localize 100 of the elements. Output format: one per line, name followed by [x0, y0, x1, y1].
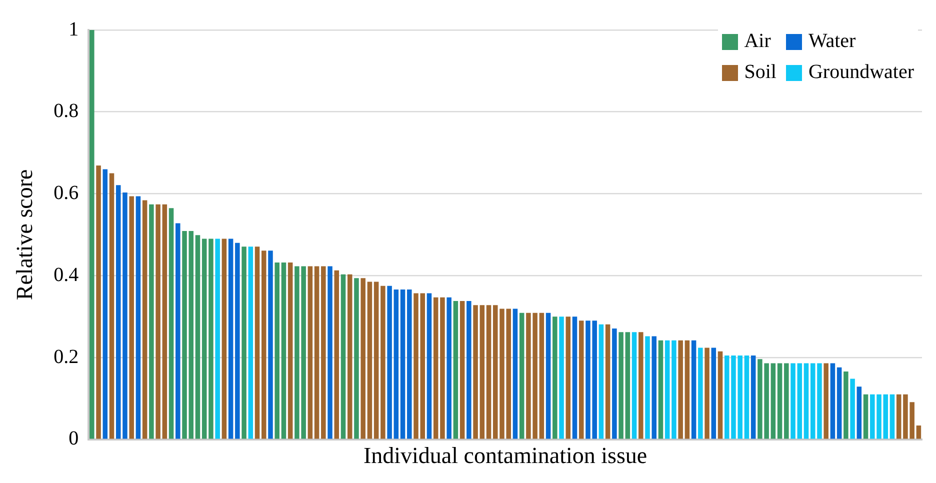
bar [552, 316, 558, 439]
bar [248, 246, 254, 439]
bar [618, 332, 624, 439]
bar [156, 204, 160, 439]
bar [426, 293, 432, 439]
bar [519, 312, 524, 439]
bar [890, 394, 895, 439]
bar [407, 290, 412, 439]
bar [116, 185, 121, 439]
bar [195, 235, 200, 439]
bar [374, 282, 379, 439]
bar [704, 348, 710, 439]
bar [347, 274, 352, 439]
bar [242, 246, 246, 439]
bar [572, 316, 578, 439]
bar [473, 305, 478, 439]
bar [856, 386, 862, 439]
bar [208, 238, 214, 439]
bar [678, 340, 683, 439]
bar [235, 242, 240, 439]
bar [691, 340, 696, 439]
bar [387, 286, 392, 439]
bar [222, 238, 227, 439]
bar [129, 196, 134, 439]
bar [546, 312, 551, 439]
bar [539, 312, 544, 439]
bar [784, 363, 789, 439]
y-tick-label: 0.6 [54, 182, 79, 204]
bar [850, 378, 855, 439]
bar [142, 200, 148, 439]
x-axis-title: Individual contamination issue [363, 443, 648, 468]
bar [122, 192, 128, 439]
bar [744, 355, 750, 439]
bar [394, 290, 399, 439]
bar [797, 363, 802, 439]
bar [268, 250, 273, 439]
y-tick-label: 1 [68, 18, 79, 40]
bar [916, 425, 922, 439]
bar [149, 204, 154, 439]
bar [830, 363, 836, 439]
bar [380, 286, 386, 439]
bar [453, 301, 458, 439]
bar [228, 238, 234, 439]
bar [367, 282, 372, 439]
bar [328, 266, 332, 439]
bar [605, 324, 610, 439]
bar [810, 363, 816, 439]
bar [262, 250, 266, 439]
bar [645, 336, 650, 439]
bar [281, 262, 286, 439]
y-tick-label: 0 [68, 428, 79, 450]
bar [460, 301, 465, 439]
bar [672, 340, 676, 439]
bar [446, 297, 452, 439]
bar [354, 278, 359, 439]
bar [440, 297, 445, 439]
legend-label: Water [808, 30, 856, 53]
bar [96, 166, 101, 439]
bar [612, 328, 617, 439]
bar [360, 278, 366, 439]
bar [466, 301, 472, 439]
bar [168, 208, 174, 439]
bar [698, 348, 703, 439]
bar [824, 363, 828, 439]
bar [314, 266, 320, 439]
bar [750, 355, 756, 439]
bar [790, 363, 796, 439]
bar [625, 332, 630, 439]
bar [632, 332, 637, 439]
bar [400, 290, 406, 439]
bar [844, 371, 848, 439]
bar [770, 363, 776, 439]
bar [512, 308, 518, 439]
bar [711, 348, 716, 439]
legend-label: Air [744, 30, 771, 53]
bar [321, 266, 326, 439]
bar [215, 238, 220, 439]
bar [559, 316, 564, 439]
y-axis-title: Relative score [12, 169, 37, 300]
legend-label: Soil [744, 61, 776, 84]
bar [136, 196, 141, 439]
bar [664, 340, 670, 439]
bar [480, 305, 485, 439]
bar [817, 363, 822, 439]
bar [684, 340, 690, 439]
bar [274, 262, 280, 439]
bar [836, 367, 842, 439]
legend-label: Groundwater [808, 61, 914, 84]
y-tick-label: 0.8 [54, 100, 79, 122]
bar [433, 297, 438, 439]
bar [638, 332, 644, 439]
bar [109, 173, 114, 439]
bar [652, 336, 657, 439]
bar [863, 394, 868, 439]
bar [176, 223, 180, 439]
bar [804, 363, 809, 439]
bar [340, 274, 346, 439]
bar [162, 204, 168, 439]
bar [254, 246, 260, 439]
bar [598, 324, 604, 439]
